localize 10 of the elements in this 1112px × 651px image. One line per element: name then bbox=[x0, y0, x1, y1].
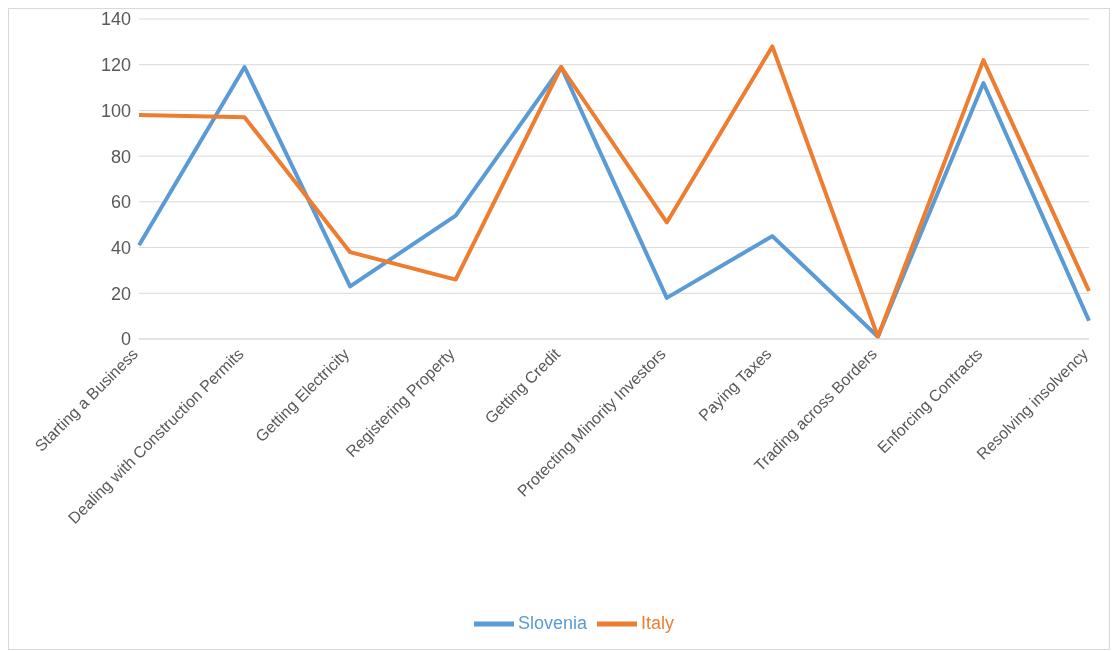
legend-label: Slovenia bbox=[517, 612, 588, 633]
y-tick-label: 120 bbox=[100, 55, 131, 76]
y-tick-label: 60 bbox=[110, 192, 131, 213]
legend-label: Italy bbox=[641, 612, 675, 633]
y-tick-label: 140 bbox=[100, 9, 131, 30]
y-tick-label: 80 bbox=[110, 146, 131, 167]
y-tick-label: 40 bbox=[110, 237, 131, 258]
y-tick-label: 20 bbox=[110, 283, 131, 304]
y-tick-label: 100 bbox=[100, 100, 131, 121]
y-tick-label: 0 bbox=[120, 329, 131, 350]
